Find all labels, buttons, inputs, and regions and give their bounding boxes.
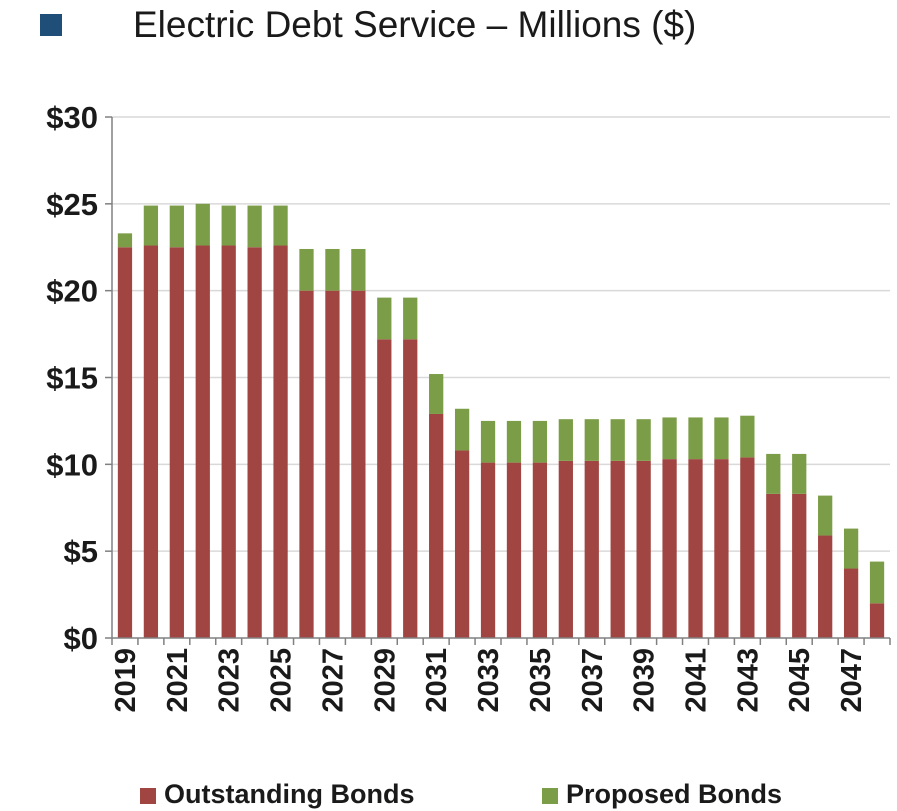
x-tick-label: 2045 <box>784 648 816 713</box>
legend: Outstanding Bonds Proposed Bonds <box>0 775 897 811</box>
bar-outstanding <box>429 413 444 638</box>
axes <box>105 116 891 645</box>
x-tick-label: 2027 <box>317 648 349 713</box>
bar-outstanding <box>506 462 522 638</box>
chart-title: Electric Debt Service – Millions ($) <box>133 4 697 45</box>
x-tick-label: 2035 <box>525 648 557 713</box>
y-tick-label: $0 <box>64 621 98 656</box>
bar-proposed <box>247 205 262 248</box>
bar-proposed <box>454 408 470 451</box>
bar-proposed <box>221 205 236 246</box>
bar-proposed <box>688 417 703 460</box>
bar-proposed <box>480 420 496 463</box>
x-tick-label: 2039 <box>629 648 661 713</box>
x-tick-labels: 2019 2021 2023 2025 2027 2029 2031 2033 2035 2037… <box>110 648 868 713</box>
x-tick-label: 2025 <box>266 648 298 713</box>
y-tick-label: $25 <box>46 187 98 222</box>
bar-outstanding <box>117 247 133 638</box>
bar-outstanding <box>143 245 159 638</box>
bar-proposed <box>117 233 133 248</box>
bar-proposed <box>843 528 859 569</box>
bar-outstanding <box>454 450 470 638</box>
bar-proposed <box>429 374 444 414</box>
bar-outstanding <box>584 460 599 638</box>
bar-outstanding <box>636 460 651 638</box>
bar-outstanding <box>662 459 677 638</box>
x-tick-label: 2019 <box>110 648 142 713</box>
bar-proposed <box>662 417 677 460</box>
bar-proposed <box>869 561 885 604</box>
bar-outstanding <box>766 493 781 638</box>
x-tick-label: 2031 <box>421 648 453 713</box>
x-tick-label: 2041 <box>681 648 713 713</box>
bar-outstanding <box>221 245 236 638</box>
bar-outstanding <box>818 535 833 638</box>
bar-proposed <box>584 419 599 461</box>
bar-outstanding <box>688 459 703 638</box>
bar-outstanding <box>169 247 184 638</box>
title-bullet <box>40 14 62 36</box>
bar-outstanding <box>480 462 496 638</box>
bar-proposed <box>506 420 522 463</box>
bar-proposed <box>818 495 833 536</box>
bar-outstanding <box>403 339 418 638</box>
bar-outstanding <box>325 290 340 638</box>
bar-outstanding <box>792 493 807 638</box>
bar-proposed <box>195 203 210 246</box>
bar-outstanding <box>558 460 573 638</box>
bar-proposed <box>169 205 184 248</box>
x-tick-label: 2029 <box>369 648 401 713</box>
x-tick-label: 2033 <box>473 648 505 713</box>
x-tick-label: 2043 <box>732 648 764 713</box>
bar-outstanding <box>195 245 210 638</box>
bar-outstanding <box>351 290 366 638</box>
bar-outstanding <box>714 459 729 638</box>
bar-proposed <box>143 205 159 246</box>
debt-service-chart: $0 $5 $10 $15 $20 $25 $30 2019 2021 2023 2025 2027… <box>46 100 891 713</box>
bar-outstanding <box>869 603 885 638</box>
bar-proposed <box>403 297 418 340</box>
bar-proposed <box>714 417 729 460</box>
bar-outstanding <box>377 339 392 638</box>
bar-outstanding <box>843 568 859 638</box>
chart-title-row: Electric Debt Service – Millions ($) <box>0 0 897 70</box>
bar-outstanding <box>299 290 314 638</box>
x-tick-label: 2037 <box>577 648 609 713</box>
bar-proposed <box>610 419 625 461</box>
bars <box>117 203 885 638</box>
bar-proposed <box>792 453 807 494</box>
bar-outstanding <box>247 247 262 638</box>
bar-outstanding <box>532 462 548 638</box>
bar-proposed <box>273 205 288 246</box>
y-tick-label: $15 <box>46 361 98 396</box>
legend-label-proposed: Proposed Bonds <box>566 779 783 809</box>
x-tick-label: 2047 <box>836 648 868 713</box>
bar-proposed <box>766 453 781 494</box>
x-tick-label: 2021 <box>162 648 194 713</box>
bar-proposed <box>299 248 314 291</box>
y-tick-label: $10 <box>46 447 98 482</box>
legend-swatch-outstanding <box>140 788 156 804</box>
bar-proposed <box>558 419 573 461</box>
legend-swatch-proposed <box>542 788 558 804</box>
bar-proposed <box>351 248 366 291</box>
legend-label-outstanding: Outstanding Bonds <box>164 779 415 809</box>
gridlines <box>112 116 890 552</box>
y-tick-label: $5 <box>64 534 98 569</box>
bar-proposed <box>532 420 548 463</box>
x-tick-label: 2023 <box>214 648 246 713</box>
bar-outstanding <box>740 457 755 638</box>
bar-outstanding <box>273 245 288 638</box>
y-tick-label: $20 <box>46 274 98 309</box>
bar-proposed <box>740 415 755 458</box>
bar-proposed <box>636 419 651 461</box>
bar-proposed <box>377 297 392 340</box>
y-tick-labels: $0 $5 $10 $15 $20 $25 $30 <box>46 100 98 656</box>
y-tick-label: $30 <box>46 100 98 135</box>
bar-proposed <box>325 248 340 291</box>
bar-outstanding <box>610 460 625 638</box>
